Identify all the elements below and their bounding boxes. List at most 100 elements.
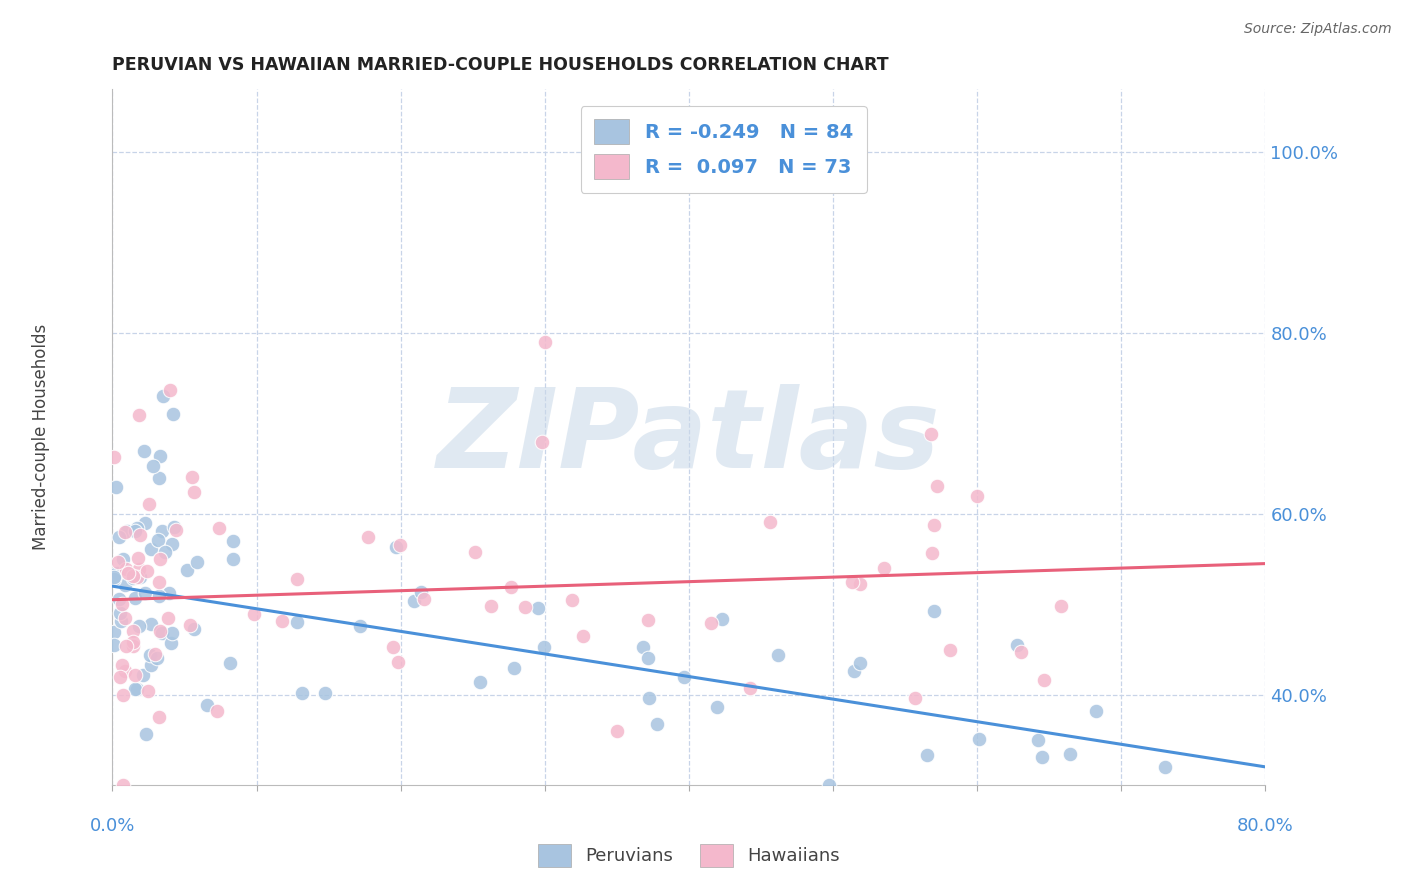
Point [127, 521, 149, 535]
Point [124, 668, 146, 682]
Point [534, 335, 557, 350]
Point [183, 484, 205, 499]
Point [479, 599, 502, 614]
Text: Source: ZipAtlas.com: Source: ZipAtlas.com [1244, 22, 1392, 37]
Point [222, 534, 245, 549]
Point [387, 655, 409, 669]
Point [1085, 705, 1108, 719]
Point [412, 592, 434, 607]
Point [149, 552, 172, 566]
Point [152, 389, 174, 403]
Text: 0.0%: 0.0% [90, 816, 135, 835]
Point [468, 675, 491, 690]
Point [706, 700, 728, 714]
Point [122, 624, 145, 638]
Point [148, 471, 170, 485]
Point [1026, 733, 1049, 747]
Point [700, 616, 723, 631]
Point [128, 408, 150, 422]
Point [243, 607, 266, 621]
Point [103, 570, 125, 584]
Point [157, 611, 180, 625]
Point [146, 650, 169, 665]
Point [149, 624, 172, 638]
Point [464, 544, 486, 558]
Point [218, 656, 240, 670]
Point [513, 599, 536, 614]
Point [146, 533, 169, 547]
Point [148, 574, 170, 589]
Text: 80.0%: 80.0% [1237, 816, 1294, 835]
Point [271, 614, 294, 628]
Point [114, 664, 136, 678]
Point [134, 586, 156, 600]
Point [381, 640, 404, 654]
Point [114, 524, 136, 539]
Point [285, 615, 308, 630]
Point [148, 589, 170, 603]
Point [127, 551, 149, 566]
Point [768, 648, 790, 663]
Point [122, 640, 145, 654]
Point [124, 524, 146, 538]
Point [915, 748, 938, 763]
Point [163, 519, 186, 533]
Point [114, 562, 136, 576]
Point [112, 778, 135, 792]
Point [631, 640, 654, 654]
Point [186, 555, 208, 569]
Point [115, 639, 138, 653]
Point [561, 592, 583, 607]
Point [527, 601, 550, 615]
Point [136, 683, 159, 698]
Point [222, 552, 245, 566]
Point [637, 614, 659, 628]
Point [195, 698, 218, 713]
Point [920, 427, 942, 442]
Point [124, 591, 146, 605]
Point [117, 566, 139, 580]
Point [108, 606, 131, 620]
Point [108, 530, 131, 544]
Point [125, 569, 148, 583]
Point [183, 623, 205, 637]
Point [1031, 749, 1053, 764]
Point [148, 710, 170, 724]
Point [112, 552, 135, 566]
Point [849, 656, 872, 670]
Point [710, 612, 733, 626]
Point [349, 619, 371, 633]
Point [139, 658, 162, 673]
Point [108, 670, 131, 684]
Point [179, 617, 201, 632]
Point [921, 546, 943, 560]
Point [162, 408, 184, 422]
Point [1005, 638, 1028, 652]
Point [103, 638, 125, 652]
Point [842, 664, 865, 678]
Point [357, 530, 380, 544]
Point [176, 563, 198, 577]
Point [1153, 760, 1175, 774]
Point [1033, 673, 1056, 687]
Point [314, 686, 336, 700]
Point [111, 597, 134, 611]
Point [922, 605, 945, 619]
Point [157, 586, 180, 600]
Point [128, 528, 150, 542]
Point [159, 635, 181, 649]
Point [969, 732, 991, 747]
Point [966, 489, 988, 503]
Point [759, 515, 782, 529]
Point [385, 540, 408, 554]
Point [637, 651, 659, 665]
Point [922, 518, 945, 533]
Point [149, 450, 172, 464]
Point [645, 716, 668, 731]
Point [128, 569, 150, 583]
Point [841, 574, 863, 589]
Point [150, 524, 173, 538]
Point [637, 691, 659, 706]
Point [530, 435, 553, 450]
Point [105, 480, 128, 494]
